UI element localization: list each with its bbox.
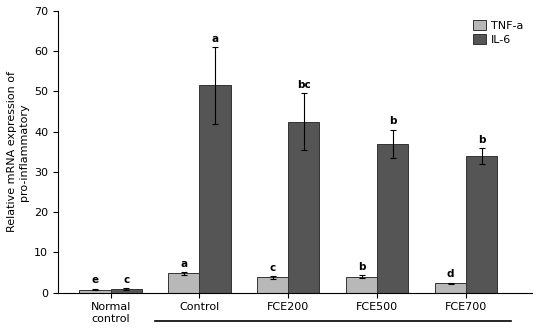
Bar — [199, 85, 231, 293]
Text: c: c — [123, 275, 129, 285]
Legend: TNF-a, IL-6: TNF-a, IL-6 — [469, 17, 527, 48]
Bar — [288, 122, 320, 293]
Bar — [435, 283, 466, 293]
Text: b: b — [389, 117, 397, 126]
Text: a: a — [211, 34, 219, 44]
Text: d: d — [447, 269, 454, 279]
Bar — [168, 273, 199, 293]
Text: a: a — [181, 259, 188, 268]
Bar — [110, 289, 142, 293]
Text: bc: bc — [297, 80, 311, 90]
Text: b: b — [358, 262, 365, 272]
Bar — [466, 156, 497, 293]
Bar — [346, 277, 377, 293]
Y-axis label: Relative mRNA expression of
pro-inflammatory: Relative mRNA expression of pro-inflamma… — [7, 71, 29, 232]
Bar — [79, 290, 110, 293]
Text: b: b — [478, 135, 486, 145]
Bar — [257, 277, 288, 293]
Text: e: e — [92, 275, 99, 285]
Bar — [377, 144, 409, 293]
Text: c: c — [270, 263, 276, 273]
